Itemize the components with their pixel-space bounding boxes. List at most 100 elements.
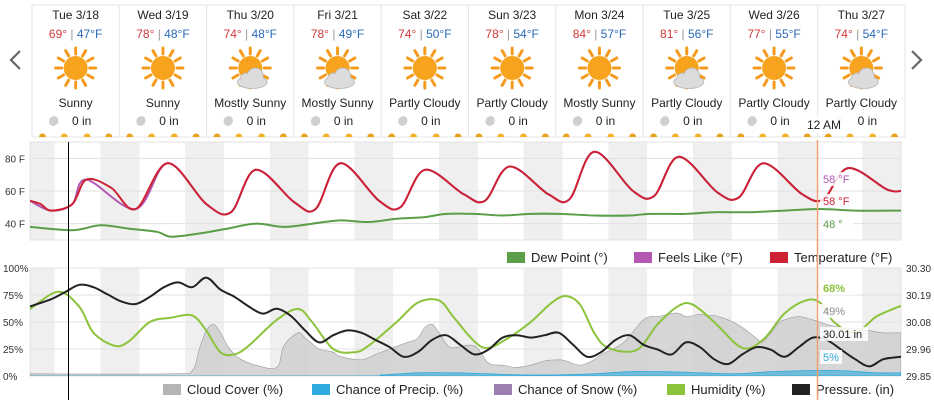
day-date: Fri 3/21 (317, 8, 358, 22)
sun-position-icons (388, 133, 462, 137)
right-tick-label: 30.08 (906, 318, 931, 329)
day-high-low: 69° | 47°F (49, 27, 102, 41)
day-precip: 0 in (334, 114, 353, 128)
legend-label: Feels Like (°F) (658, 250, 743, 265)
day-precip: 0 in (159, 114, 178, 128)
day-card[interactable]: Thu 3/20 74° | 48°F Mostly Sunny 0 in (206, 4, 295, 138)
day-high-low: 78° | 54°F (485, 27, 538, 41)
y-tick-label: 40 F (5, 220, 25, 231)
sun-position-icons (562, 133, 637, 137)
day-precip: 0 in (508, 114, 527, 128)
day-card[interactable]: Tue 3/25 81° | 56°F Partly Cloudy 0 in (642, 4, 731, 138)
day-card[interactable]: Sat 3/22 74° | 50°F Partly Cloudy 0 in (380, 4, 470, 138)
legend-item[interactable]: Pressure. (in) (792, 382, 894, 397)
sun-position-icons (475, 133, 549, 137)
legend-item[interactable]: Chance of Precip. (%) (312, 382, 463, 397)
legend-item[interactable]: Humidity (%) (667, 382, 765, 397)
raindrop-icon (660, 116, 670, 126)
readout-pressure: 30.01 in (823, 329, 862, 341)
sun-position-icons (650, 133, 724, 137)
day-high: 78° (485, 27, 503, 41)
day-precip: 0 in (770, 114, 789, 128)
sun-icon (490, 46, 534, 90)
raindrop-icon (747, 116, 757, 126)
day-low: 54°F (513, 27, 538, 41)
day-high: 74° (398, 27, 416, 41)
legend-item[interactable]: Dew Point (°) (507, 250, 608, 265)
day-condition: Partly Cloudy (651, 96, 722, 110)
raindrop-icon (48, 116, 59, 126)
readout-dew-point: 48 ° (823, 219, 843, 231)
day-date: Tue 3/18 (52, 8, 99, 22)
day-low: 57°F (601, 27, 626, 41)
day-card[interactable]: Fri 3/21 78° | 49°F Mostly Sunny 0 in (293, 4, 382, 138)
day-condition: Mostly Sunny (214, 96, 286, 110)
day-low: 54°F (863, 27, 888, 41)
sun-position-icons (38, 133, 113, 137)
dew-point-line (30, 207, 901, 238)
legend-label: Chance of Snow (%) (518, 382, 637, 397)
day-card[interactable]: Sun 3/23 78° | 54°F Partly Cloudy 0 in (468, 4, 557, 138)
nav-next-button[interactable] (903, 38, 931, 82)
legend-swatch (163, 384, 181, 395)
day-date: Sun 3/23 (488, 8, 536, 22)
legend-label: Chance of Precip. (%) (336, 382, 463, 397)
legend-item[interactable]: Cloud Cover (%) (163, 382, 283, 397)
day-precip: 0 in (596, 114, 615, 128)
legend-swatch (667, 384, 685, 395)
readout-feels-like: 58 °F (823, 174, 850, 186)
partly-cloudy-icon (228, 46, 272, 90)
day-precip: 0 in (421, 114, 440, 128)
day-precip: 0 in (683, 114, 702, 128)
temperature-line (30, 150, 901, 216)
chevron-right-icon (911, 50, 923, 70)
sun-icon (141, 46, 185, 90)
day-card[interactable]: Tue 3/18 69° | 47°F Sunny 0 in (31, 4, 120, 138)
day-high: 81° (660, 27, 678, 41)
nav-prev-button[interactable] (2, 38, 28, 82)
readout-temperature: 58 °F (823, 196, 850, 208)
day-low: 50°F (426, 27, 451, 41)
day-date: Mon 3/24 (574, 8, 624, 22)
legend-swatch (770, 252, 788, 263)
left-tick-label: 75% (3, 291, 23, 302)
left-tick-label: 25% (3, 345, 23, 356)
raindrop-icon (223, 116, 233, 126)
pressure-line (30, 276, 901, 368)
day-high-low: 84° | 57°F (573, 27, 626, 41)
day-date: Wed 3/26 (748, 8, 799, 22)
day-card[interactable]: Wed 3/19 78° | 48°F Sunny 0 in (118, 4, 208, 138)
legend-label: Humidity (%) (691, 382, 765, 397)
readout-humidity: 68% (823, 283, 845, 295)
legend-swatch (494, 384, 512, 395)
day-date: Sat 3/22 (402, 8, 447, 22)
day-high: 69° (49, 27, 67, 41)
day-precip: 0 in (858, 114, 877, 128)
partly-cloudy-icon (665, 46, 709, 90)
day-card[interactable]: Thu 3/27 74° | 54°F Partly Cloudy 0 in (817, 4, 906, 138)
day-low: 48°F (164, 27, 189, 41)
y-tick-label: 60 F (5, 187, 25, 198)
legend-label: Dew Point (°) (531, 250, 608, 265)
legend-item[interactable]: Feels Like (°F) (634, 250, 743, 265)
sun-icon (577, 46, 621, 90)
raindrop-icon (398, 116, 408, 126)
sun-icon (54, 46, 98, 90)
raindrop-icon (485, 116, 495, 126)
day-condition: Partly Cloudy (826, 96, 897, 110)
day-high: 78° (311, 27, 329, 41)
day-condition: Partly Cloudy (738, 96, 809, 110)
day-card[interactable]: Wed 3/26 77° | 55°F Partly Cloudy 0 in (729, 4, 819, 138)
day-low: 48°F (251, 27, 276, 41)
day-condition: Partly Cloudy (476, 96, 547, 110)
sun-position-icons (213, 133, 287, 137)
day-condition: Sunny (59, 96, 93, 110)
left-tick-label: 50% (3, 318, 23, 329)
legend-item[interactable]: Chance of Snow (%) (494, 382, 637, 397)
legend-item[interactable]: Temperature (°F) (770, 250, 892, 265)
day-high-low: 78° | 49°F (311, 27, 364, 41)
day-high: 84° (573, 27, 591, 41)
partly-cloudy-icon (316, 46, 360, 90)
day-card[interactable]: Mon 3/24 84° | 57°F Mostly Sunny 0 in (555, 4, 644, 138)
